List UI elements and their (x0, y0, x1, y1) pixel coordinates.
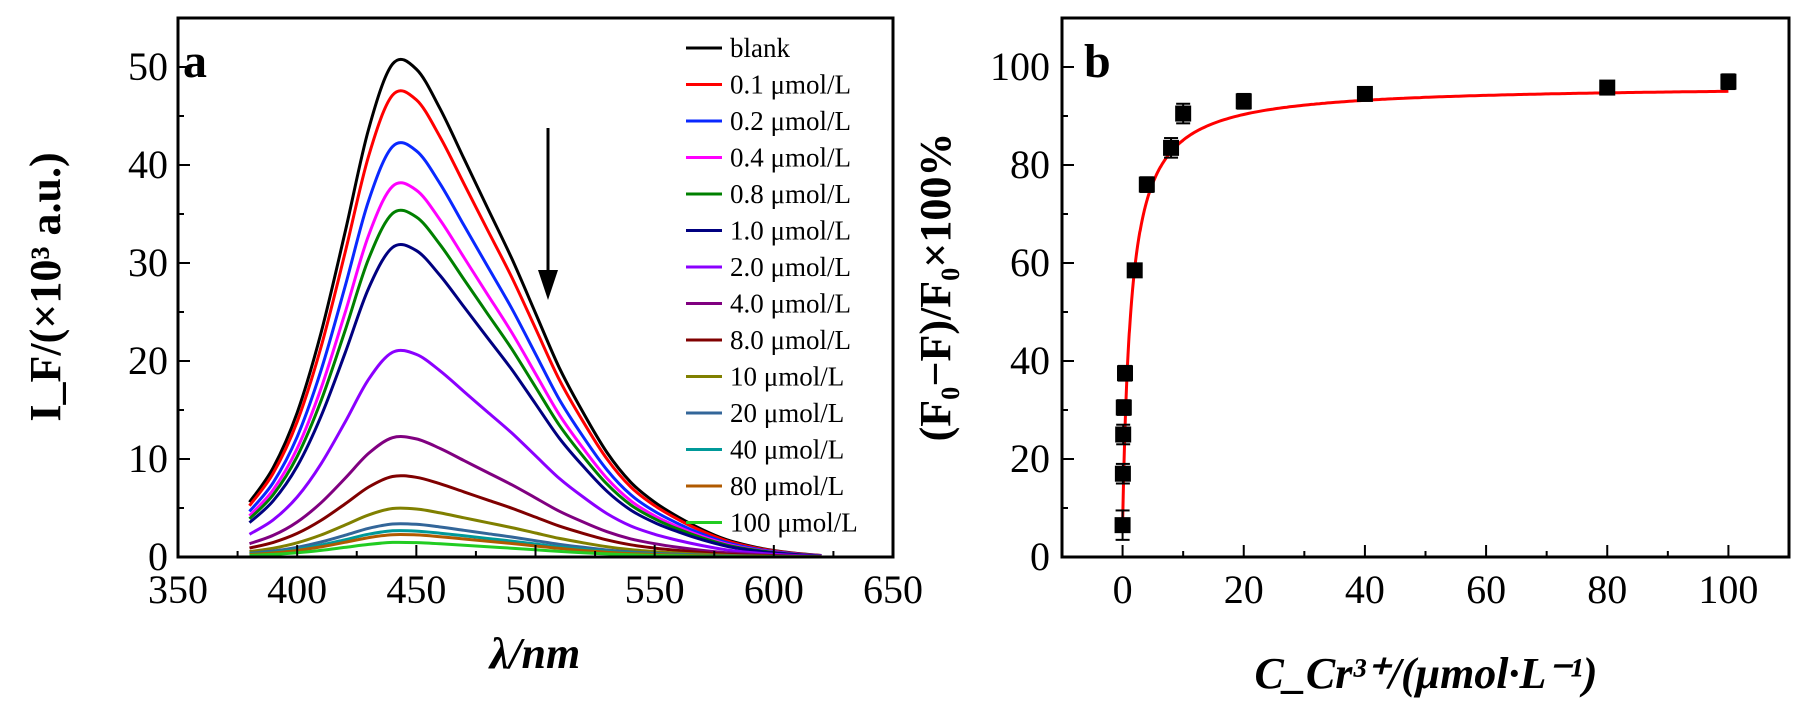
a-x-tick-label: 600 (744, 567, 804, 612)
a-y-tick-label: 20 (128, 338, 168, 383)
a-series-line (248, 243, 822, 558)
a-legend-label: 80 μmol/L (730, 471, 844, 501)
a-legend-label: 1.0 μmol/L (730, 216, 851, 246)
b-data-point (1720, 73, 1737, 90)
b-data-point (1138, 176, 1155, 193)
b-data-point (1235, 93, 1252, 110)
b-ticks: 0 20 40 60 80 100 0 20 40 60 80 100 (990, 17, 1790, 612)
b-panel-label: b (1084, 35, 1111, 88)
b-x-tick-label: 80 (1587, 567, 1627, 612)
b-x-tick-label: 40 (1345, 567, 1385, 612)
a-legend: blank 0.1 μmol/L 0.2 μmol/L 0.4 μmol/L 0.8 μ… (686, 33, 858, 538)
b-y-tick-label: 40 (1010, 338, 1050, 383)
b-data-point (1356, 85, 1373, 102)
a-x-tick-label: 350 (148, 567, 208, 612)
b-x-axis-title: C_Cr³⁺/(μmol·L⁻¹) (1255, 649, 1598, 698)
a-x-tick-label: 400 (267, 567, 327, 612)
b-data-point (1163, 139, 1180, 156)
a-legend-label: 10 μmol/L (730, 362, 844, 392)
b-fit-curve (1121, 89, 1729, 526)
b-data-point (1115, 426, 1132, 443)
panel-b-quenching-chart: 0 20 40 60 80 100 0 20 40 60 80 100 b C_Cr³⁺/(μmol·… (911, 16, 1791, 698)
a-legend-label: 0.8 μmol/L (730, 179, 851, 209)
a-legend-label: 8.0 μmol/L (730, 325, 851, 355)
b-data-point (1599, 79, 1616, 96)
b-data-point (1117, 365, 1134, 382)
a-y-tick-label: 50 (128, 44, 168, 89)
a-legend-label: blank (730, 33, 790, 63)
a-legend-label: 20 μmol/L (730, 398, 844, 428)
a-ticks: 350 400 450 500 550 600 650 0 10 20 30 40 50 (128, 17, 923, 612)
b-x-tick-label: 0 (1113, 567, 1133, 612)
a-legend-label: 2.0 μmol/L (730, 252, 851, 282)
b-data-point (1126, 262, 1143, 279)
a-legend-label: 40 μmol/L (730, 435, 844, 465)
a-x-tick-label: 650 (863, 567, 923, 612)
b-data-point (1175, 105, 1192, 122)
b-x-tick-label: 100 (1698, 567, 1758, 612)
b-plot-frame (1060, 16, 1791, 559)
a-x-tick-label: 500 (506, 567, 566, 612)
a-series-line (248, 89, 822, 558)
a-trend-arrowhead (538, 270, 558, 300)
a-series-line (248, 348, 822, 558)
a-legend-label: 0.2 μmol/L (730, 106, 851, 136)
a-panel-label: a (183, 35, 207, 88)
a-legend-label: 4.0 μmol/L (730, 289, 851, 319)
b-y-tick-label: 100 (990, 44, 1050, 89)
panel-a-spectra-chart: 350 400 450 500 550 600 650 0 10 20 30 40 50 a blank… (21, 16, 923, 678)
b-y-tick-label: 80 (1010, 142, 1050, 187)
a-y-tick-label: 10 (128, 436, 168, 481)
a-legend-label: 0.4 μmol/L (730, 143, 851, 173)
a-x-tick-label: 450 (386, 567, 446, 612)
a-legend-label: 100 μmol/L (730, 508, 858, 538)
b-y-tick-label: 0 (1030, 534, 1050, 579)
b-y-axis-title: (F₀−F)/F₀×100% (911, 133, 960, 442)
b-y-tick-label: 20 (1010, 436, 1050, 481)
a-legend-label: 0.1 μmol/L (730, 70, 851, 100)
b-points (1114, 73, 1737, 541)
a-y-tick-label: 40 (128, 142, 168, 187)
b-y-tick-label: 60 (1010, 240, 1050, 285)
b-x-tick-label: 60 (1466, 567, 1506, 612)
b-data-point (1114, 517, 1131, 534)
a-x-axis-title: λ/nm (488, 629, 580, 678)
a-y-axis-title: I_F/(×10³ a.u.) (21, 152, 70, 421)
a-y-tick-label: 0 (148, 534, 168, 579)
a-x-tick-label: 550 (625, 567, 685, 612)
b-data-point (1115, 399, 1132, 416)
a-y-tick-label: 30 (128, 240, 168, 285)
b-x-tick-label: 20 (1224, 567, 1264, 612)
b-data-point (1114, 465, 1131, 482)
